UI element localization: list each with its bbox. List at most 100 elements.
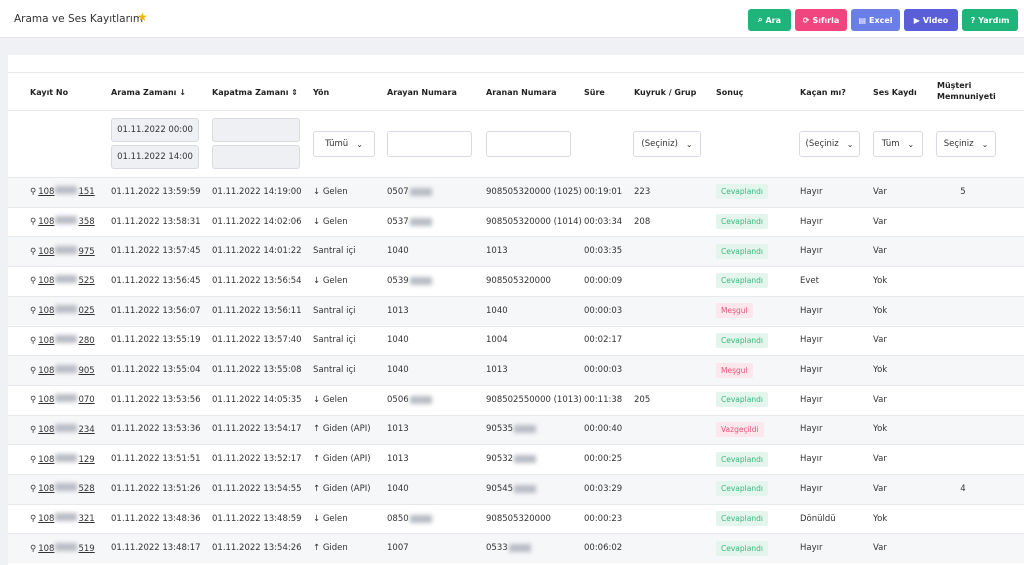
cell-yon: ↑ Giden (API) — [313, 444, 371, 474]
date-input[interactable] — [212, 118, 300, 142]
record-suffix: 129 — [78, 454, 95, 465]
cell-arayan: 0507 — [387, 177, 433, 207]
date-input[interactable] — [212, 145, 300, 169]
text-filter[interactable] — [387, 131, 472, 157]
cell-text: Evet — [800, 275, 819, 286]
record-link[interactable]: ⚲ 108 519 — [30, 542, 95, 554]
search-icon: ⚲ — [30, 454, 37, 465]
date-input-text: 01.11.2022 00:00 — [117, 125, 193, 135]
select-filter[interactable]: Tümü ⌄ — [313, 131, 375, 157]
record-link[interactable]: ⚲ 108 234 — [30, 423, 95, 435]
toolbar-button[interactable]: ▤ Excel — [851, 9, 900, 31]
cell-text: ↓ Gelen — [313, 216, 348, 227]
cell-yon: Santral içi — [313, 326, 356, 356]
cell-text: 01.11.2022 13:57:45 — [111, 246, 201, 257]
record-link[interactable]: ⚲ 108 151 — [30, 186, 95, 197]
status-badge: Cevaplandı — [716, 332, 768, 348]
cell-text: Var — [873, 246, 887, 257]
cell-kapatma: 01.11.2022 13:52:17 — [212, 444, 302, 474]
number-prefix: 90532 — [486, 454, 514, 465]
record-link[interactable]: ⚲ 108 525 — [30, 275, 95, 286]
column-header: Aranan Numara — [486, 88, 557, 97]
cell-text: Var — [873, 483, 887, 494]
cell-aranan: 0533 — [486, 533, 532, 563]
record-link[interactable]: ⚲ 108 905 — [30, 364, 95, 376]
cell-text: 00:03:34 — [584, 216, 623, 227]
column-header: Kapatma Zamanı ⇕ — [212, 88, 298, 97]
toolbar-button[interactable]: ⌕ Ara — [748, 9, 791, 31]
cell-yon: ↑ Giden (API) — [313, 474, 371, 504]
cell-kapatma: 01.11.2022 13:55:08 — [212, 355, 302, 385]
cell-kuyruk: 208 — [634, 207, 650, 237]
select-filter[interactable]: (Seçiniz ⌄ — [799, 131, 860, 157]
record-suffix: 151 — [78, 187, 95, 198]
toolbar-button[interactable]: ▶ Video — [904, 9, 958, 31]
cell-text: ↑ Giden — [313, 543, 348, 554]
number-prefix: 0506 — [387, 394, 409, 405]
search-icon: ⚲ — [30, 335, 37, 346]
record-link[interactable]: ⚲ 108 358 — [30, 216, 95, 227]
cell-text: 01.11.2022 13:53:56 — [111, 394, 201, 405]
toolbar-button[interactable]: ? Yardım — [962, 9, 1018, 31]
record-link[interactable]: ⚲ 108 975 — [30, 245, 95, 257]
cell-sonuc: Cevaplandı — [716, 207, 768, 237]
search-icon: ⚲ — [30, 424, 37, 435]
toolbar-button[interactable]: ⟳ Sıfırla — [795, 9, 847, 31]
record-link[interactable]: ⚲ 108 025 — [30, 305, 95, 316]
cell-text: Var — [873, 454, 887, 465]
date-input-text: 01.11.2022 14:00 — [117, 152, 193, 162]
redacted — [55, 275, 78, 284]
cell-arama: 01.11.2022 13:53:36 — [111, 415, 201, 445]
page-title: Arama ve Ses Kayıtlarım — [14, 13, 144, 25]
record-prefix: 108 — [38, 306, 55, 317]
favorite-star[interactable]: ★ — [137, 10, 148, 24]
record-link[interactable]: ⚲ 108 129 — [30, 453, 95, 465]
date-input[interactable]: 01.11.2022 14:00 — [111, 145, 199, 169]
date-input[interactable]: 01.11.2022 00:00 — [111, 118, 199, 142]
cell-text: 01.11.2022 13:52:17 — [212, 454, 302, 465]
cell-kayit: ⚲ 108 025 — [30, 296, 95, 326]
search-icon: ⚲ — [30, 484, 37, 495]
cell-text: 1040 — [387, 246, 409, 257]
cell-arama: 01.11.2022 13:57:45 — [111, 236, 201, 266]
table-row — [8, 295, 1024, 326]
cell-sonuc: Meşgul — [716, 355, 753, 385]
column-header: Arama Zamanı ↓ — [111, 88, 186, 97]
record-link[interactable]: ⚲ 108 321 — [30, 513, 95, 524]
cell-text: Yok — [873, 424, 888, 435]
cell-aranan: 908505320000 (1014) — [486, 207, 582, 237]
cell-text: 1013 — [387, 424, 409, 435]
select-caret: ⌄ — [356, 139, 363, 149]
record-suffix: 905 — [78, 365, 95, 376]
record-link[interactable]: ⚲ 108 070 — [30, 394, 95, 405]
header-divider — [8, 72, 1024, 73]
cell-text: 00:00:03 — [584, 305, 623, 316]
select-caret: ⌄ — [981, 139, 989, 149]
status-badge: Cevaplandı — [716, 481, 768, 497]
button-icon: ⌕ — [757, 15, 763, 24]
cell-kapatma: 01.11.2022 13:48:59 — [212, 504, 302, 534]
redacted — [514, 484, 537, 493]
cell-sonuc: Cevaplandı — [716, 326, 768, 356]
record-link[interactable]: ⚲ 108 528 — [30, 483, 95, 494]
record-link[interactable]: ⚲ 108 280 — [30, 334, 95, 346]
cell-text: 908502550000 (1013) — [486, 394, 582, 405]
cell-text: 01.11.2022 13:56:54 — [212, 275, 302, 286]
select-filter[interactable]: Seçiniz ⌄ — [936, 131, 996, 157]
cell-aranan: 90532 — [486, 444, 537, 474]
cell-ses: Var — [873, 533, 887, 563]
text-filter[interactable] — [486, 131, 571, 157]
record-suffix: 321 — [78, 514, 95, 525]
cell-arayan: 0850 — [387, 504, 433, 534]
redacted — [514, 425, 537, 434]
select-filter[interactable]: Tüm ⌄ — [873, 131, 923, 157]
select-filter-text: (Seçiniz — [805, 139, 839, 149]
cell-text: Santral içi — [313, 365, 356, 376]
cell-arama: 01.11.2022 13:51:26 — [111, 474, 201, 504]
cell-kuyruk: 223 — [634, 177, 650, 207]
cell-text: ↓ Gelen — [313, 275, 348, 286]
status-badge: Cevaplandı — [716, 184, 768, 200]
select-filter[interactable]: (Seçiniz) ⌄ — [633, 131, 701, 157]
cell-kacan: Hayır — [800, 177, 823, 207]
search-icon: ⚲ — [30, 543, 37, 554]
